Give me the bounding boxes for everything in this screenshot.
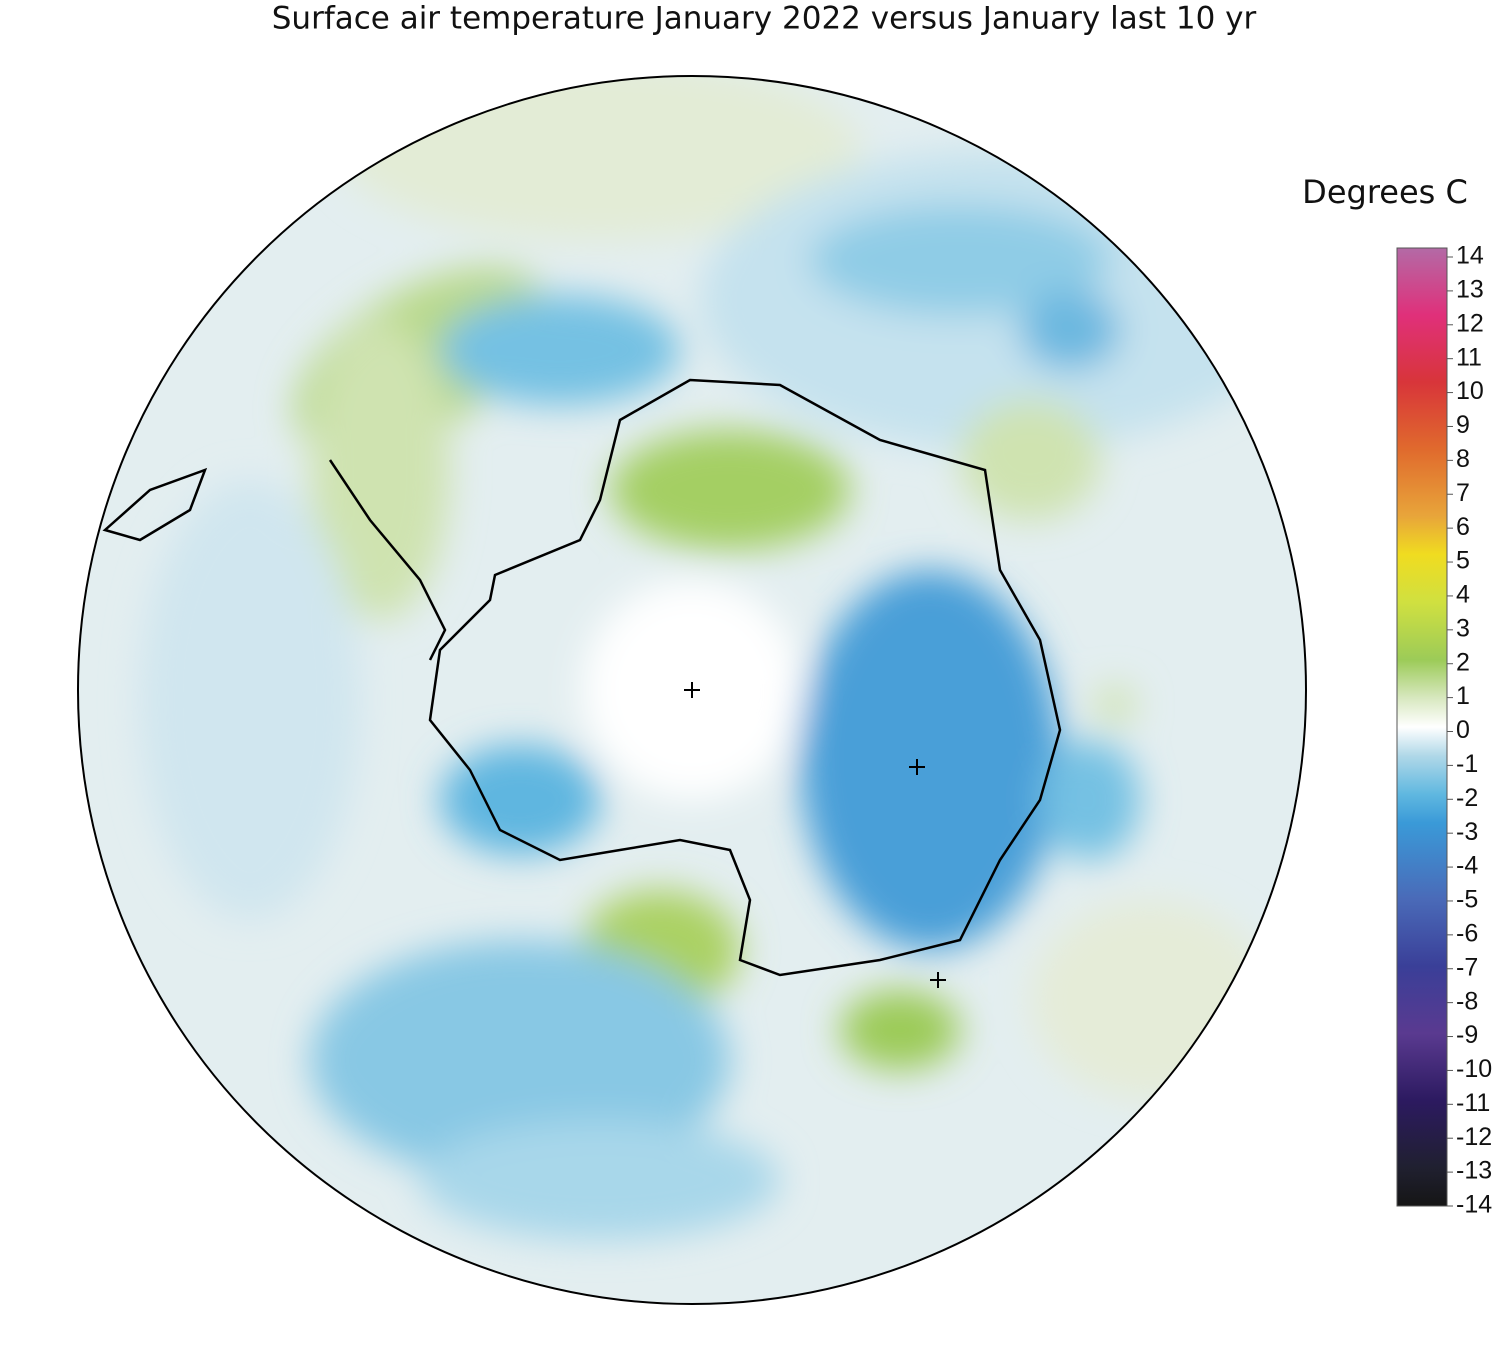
colorbar-tick-label: -1 — [1456, 750, 1478, 778]
colorbar-tick-label: 12 — [1456, 309, 1484, 337]
colorbar-tick-label: 3 — [1456, 614, 1470, 642]
colorbar-tick-label: -9 — [1456, 1021, 1478, 1049]
colorbar-tick-label: -13 — [1456, 1157, 1492, 1185]
colorbar-tick-label: 4 — [1456, 581, 1470, 609]
markers — [684, 682, 946, 988]
colorbar-tick-label: -4 — [1456, 852, 1478, 880]
colorbar-tick-label: 9 — [1456, 411, 1470, 439]
colorbar-tick-label: -8 — [1456, 987, 1478, 1015]
anomaly-field — [78, 76, 1306, 1304]
colorbar-tick-label: 0 — [1456, 716, 1470, 744]
colorbar-tick-label: 5 — [1456, 547, 1470, 575]
coastline — [102, 467, 208, 542]
colorbar-tick-label: 14 — [1456, 242, 1484, 270]
colorbar-tick-label: 1 — [1456, 682, 1470, 710]
colorbar-tick-label: 6 — [1456, 513, 1470, 541]
map-border — [77, 75, 1307, 1305]
map-title: Surface air temperature January 2022 ver… — [272, 1, 1257, 37]
colorbar-tick-label: 2 — [1456, 648, 1470, 676]
coastline — [328, 459, 447, 661]
colorbar-tick-label: -3 — [1456, 818, 1478, 846]
colorbar-tick-label: -2 — [1456, 784, 1478, 812]
colorbar-tick-label: -14 — [1456, 1191, 1492, 1219]
colorbar-tick-label: 8 — [1456, 445, 1470, 473]
colorbar-tick-label: -5 — [1456, 886, 1478, 914]
colorbar — [1396, 247, 1448, 1207]
colorbar-tick-label: 13 — [1456, 276, 1484, 304]
colorbar-tick-label: -10 — [1456, 1055, 1492, 1083]
colorbar-tick-label: 7 — [1456, 479, 1470, 507]
colorbar-tick-label: -6 — [1456, 919, 1478, 947]
coastline — [428, 378, 1062, 977]
colorbar-tick-label: 11 — [1456, 343, 1482, 371]
colorbar-tick-label: -12 — [1456, 1123, 1492, 1151]
colorbar-tick-label: 10 — [1456, 377, 1484, 405]
colorbar-tick-label: -7 — [1456, 953, 1478, 981]
colorbar-tick-label: -11 — [1456, 1089, 1490, 1117]
colorbar-label: Degrees C — [1302, 173, 1468, 211]
